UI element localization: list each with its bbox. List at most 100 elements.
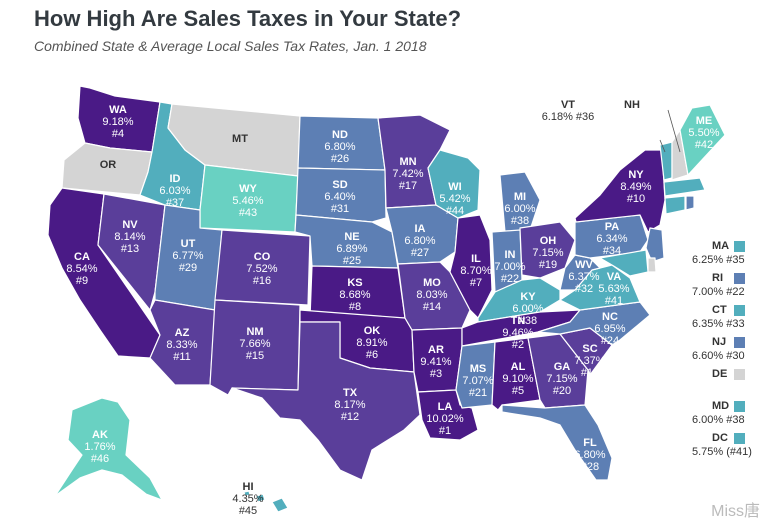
state-rate-KY: 6.00%	[512, 303, 543, 315]
state-rank-IL: #7	[470, 277, 482, 289]
state-shape-CO	[214, 229, 311, 306]
state-rank-IN: #22	[501, 273, 519, 285]
state-rate-LA: 10.02%	[426, 413, 464, 425]
state-rank-VA: #41	[605, 295, 623, 307]
state-rate-AZ: 8.33%	[166, 339, 197, 351]
state-shape-WV	[559, 254, 601, 291]
state-rate-OK: 8.91%	[356, 337, 387, 349]
state-rate-TN: 9.46%	[502, 327, 533, 339]
state-shape-WI	[427, 149, 481, 219]
state-rank-OH: #19	[539, 259, 557, 271]
state-abbr-MO: MO	[423, 277, 441, 289]
state-rate-IA: 6.80%	[404, 235, 435, 247]
state-abbr-NC: NC	[602, 311, 618, 323]
state-shape-DE	[647, 257, 657, 273]
state-abbr-IN: IN	[505, 249, 516, 261]
state-abbr-AK: AK	[92, 429, 108, 441]
state-abbr-CO: CO	[254, 251, 271, 263]
state-rate-ID: 6.03%	[159, 185, 190, 197]
state-shape-NV	[97, 193, 166, 311]
state-shape-NC	[537, 301, 651, 346]
state-abbr-NE: NE	[344, 231, 359, 243]
state-rate-WV: 6.37%	[568, 271, 599, 283]
state-rank-UT: #29	[179, 262, 197, 274]
state-rank-LA: #1	[439, 425, 451, 437]
state-abbr-IL: IL	[471, 253, 481, 265]
state-rank-AL: #5	[512, 385, 524, 397]
state-abbr-TN: TN	[511, 315, 526, 327]
state-rank-MS: #21	[469, 387, 487, 399]
state-rate-KS: 8.68%	[339, 289, 370, 301]
state-rank-PA: #34	[603, 245, 621, 257]
state-rate-VT: 6.18% #36	[542, 111, 595, 123]
state-rank-KY: #38	[519, 315, 537, 327]
state-shape-AK	[54, 397, 163, 501]
state-rank-FL: #28	[581, 461, 599, 473]
state-abbr-UT: UT	[181, 238, 196, 250]
state-rank-GA: #20	[553, 385, 571, 397]
state-abbr-TX: TX	[343, 387, 358, 399]
state-abbr-NV: NV	[122, 219, 138, 231]
map-title: How High Are Sales Taxes in Your State?	[34, 6, 462, 31]
legend-abbr-MA: MA	[712, 240, 730, 252]
state-rank-MN: #17	[399, 180, 417, 192]
state-abbr-WI: WI	[448, 181, 461, 193]
state-label-VT: VT	[561, 99, 575, 111]
legend-abbr-MD: MD	[712, 400, 730, 412]
state-shape-WY	[199, 164, 299, 233]
state-rate-HI: 4.35%	[232, 493, 263, 505]
state-rank-AK: #46	[91, 453, 109, 465]
state-label-NH: NH	[624, 99, 640, 111]
state-abbr-KY: KY	[520, 291, 536, 303]
state-shape-CT	[664, 195, 686, 215]
state-rank-OK: #6	[366, 349, 378, 361]
state-rank-KS: #8	[349, 301, 361, 313]
state-abbr-MI: MI	[514, 191, 526, 203]
state-rank-AR: #3	[430, 368, 442, 380]
state-rate-MO: 8.03%	[416, 289, 447, 301]
legend-swatch-DC	[734, 433, 745, 444]
state-rank-IA: #27	[411, 247, 429, 259]
state-rate-ME: 5.50%	[688, 127, 719, 139]
state-rank-AZ: #11	[173, 351, 191, 363]
legend-value-MD: 6.00% #38	[692, 414, 745, 426]
state-rate-SD: 6.40%	[324, 191, 355, 203]
state-rate-MS: 7.07%	[462, 375, 493, 387]
legend-swatch-CT	[734, 305, 745, 316]
legend-value-NJ: 6.60% #30	[692, 350, 745, 362]
state-abbr-WA: WA	[109, 104, 127, 116]
state-rate-OH: 7.15%	[532, 247, 563, 259]
state-abbr-FL: FL	[583, 437, 597, 449]
state-rank-MI: #38	[511, 215, 529, 227]
watermark: Miss唐	[711, 503, 760, 520]
state-rank-WY: #43	[239, 207, 257, 219]
state-abbr-WV: WV	[575, 259, 593, 271]
state-rate-ND: 6.80%	[324, 141, 355, 153]
legend-abbr-DE: DE	[712, 368, 728, 380]
legend-value-DC: 5.75% (#41)	[692, 446, 752, 458]
legend-abbr-NJ: NJ	[712, 336, 727, 348]
state-shape-MO	[397, 261, 471, 331]
legend-abbr-RI: RI	[712, 272, 723, 284]
state-rate-MN: 7.42%	[392, 168, 423, 180]
state-rank-ID: #37	[166, 197, 184, 209]
state-rate-IL: 8.70%	[460, 265, 491, 277]
state-rate-CO: 7.52%	[246, 263, 277, 275]
state-rate-NV: 8.14%	[114, 231, 145, 243]
state-rate-GA: 7.15%	[546, 373, 577, 385]
legend-swatch-NJ	[734, 337, 745, 348]
state-rate-IN: 7.00%	[494, 261, 525, 273]
state-rank-HI: #45	[239, 505, 257, 517]
state-abbr-IA: IA	[415, 223, 426, 235]
legend-swatch-DE	[734, 369, 745, 380]
state-abbr-WY: WY	[239, 183, 257, 195]
legend-value-MA: 6.25% #35	[692, 254, 745, 266]
state-abbr-MN: MN	[399, 156, 416, 168]
state-abbr-LA: LA	[438, 401, 453, 413]
state-shape-TX	[231, 321, 421, 481]
state-rank-ME: #42	[695, 139, 713, 151]
state-rate-AL: 9.10%	[502, 373, 533, 385]
state-rate-NY: 8.49%	[620, 181, 651, 193]
state-abbr-PA: PA	[605, 221, 620, 233]
